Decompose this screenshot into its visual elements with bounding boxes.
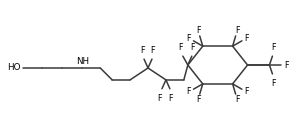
Text: F: F [196,26,200,35]
Text: F: F [235,95,239,104]
Text: NH: NH [76,57,89,66]
Text: F: F [190,43,195,52]
Text: F: F [235,26,239,35]
Text: F: F [244,34,249,43]
Text: F: F [169,94,173,103]
Text: F: F [179,43,183,52]
Text: F: F [284,60,289,70]
Text: F: F [271,79,276,88]
Text: F: F [140,46,144,55]
Text: F: F [151,46,155,55]
Text: F: F [187,34,191,43]
Text: F: F [196,95,200,104]
Text: F: F [187,87,191,96]
Text: F: F [244,87,249,96]
Text: F: F [271,43,276,52]
Text: F: F [158,94,162,103]
Text: HO: HO [7,63,21,72]
